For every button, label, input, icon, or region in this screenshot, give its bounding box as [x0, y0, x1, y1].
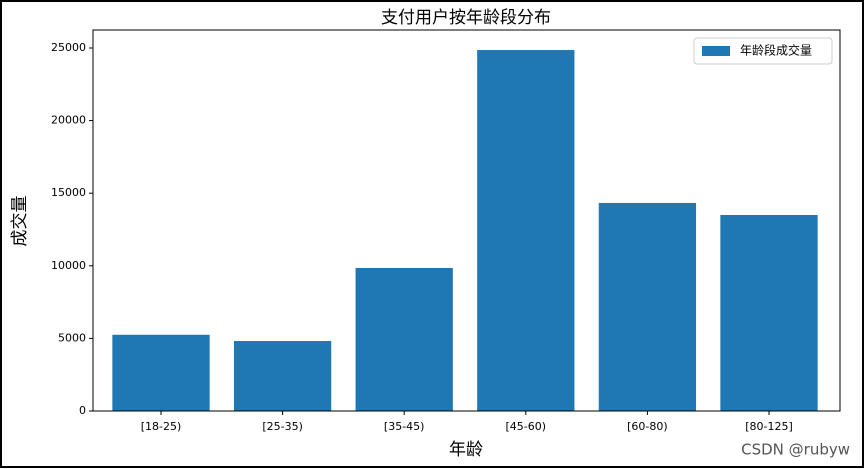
legend-label: 年龄段成交量	[740, 43, 812, 58]
y-tick-label: 10000	[51, 259, 86, 272]
y-axis-label: 成交量	[10, 196, 30, 247]
bar	[112, 334, 210, 411]
x-axis-label: 年龄	[449, 440, 483, 460]
chart-title: 支付用户按年龄段分布	[381, 8, 551, 28]
y-tick-label: 15000	[51, 186, 86, 199]
legend-swatch	[702, 46, 730, 56]
x-tick-label: [18-25)	[141, 420, 182, 433]
y-tick-label: 20000	[51, 114, 86, 127]
y-tick-label: 25000	[51, 41, 86, 54]
axes-frame	[92, 29, 841, 412]
bar	[233, 341, 332, 411]
bar	[477, 50, 575, 411]
bar	[720, 214, 818, 411]
y-tick-label: 0	[79, 404, 86, 417]
bar	[598, 202, 697, 411]
y-tick-label: 5000	[58, 331, 86, 344]
legend-box	[693, 37, 833, 65]
x-tick-label: [60-80)	[627, 420, 668, 433]
bar	[355, 267, 453, 411]
watermark: CSDN @rubyw	[741, 441, 850, 459]
x-tick-label: [80-125]	[745, 420, 793, 433]
x-tick-label: [25-35)	[262, 420, 303, 433]
x-tick-label: [45-60)	[506, 420, 547, 433]
x-tick-label: [35-45)	[384, 420, 425, 433]
